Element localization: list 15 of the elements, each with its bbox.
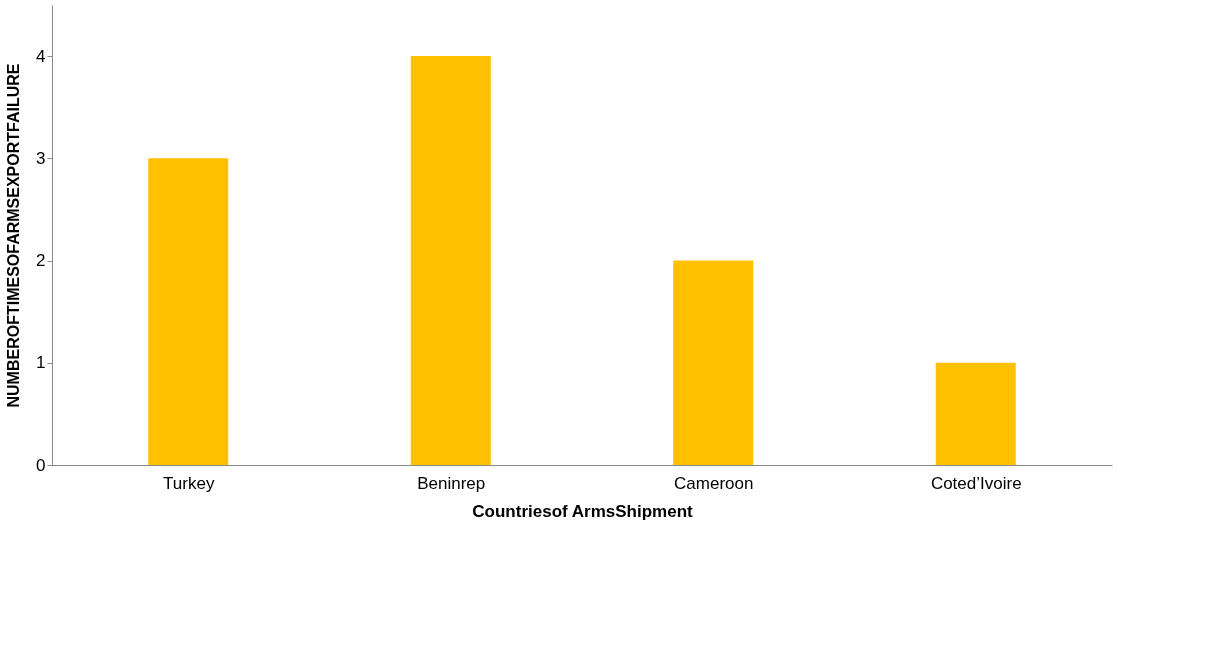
bar bbox=[148, 158, 229, 465]
x-tick-label: Cameroon bbox=[674, 473, 754, 493]
bar bbox=[410, 56, 491, 465]
y-axis-title: NUMBEROFTIMESOFARMSEXPORTFAILURE bbox=[5, 63, 23, 408]
y-tick-label: 0 bbox=[36, 455, 46, 475]
bar bbox=[673, 260, 754, 465]
x-tick-label: Coted’Ivoire bbox=[930, 473, 1022, 493]
x-tick-label: Beninrep bbox=[417, 473, 486, 493]
y-tick-label: 3 bbox=[36, 148, 46, 168]
y-tick-label: 1 bbox=[36, 353, 46, 373]
y-tick-label: 2 bbox=[36, 251, 46, 271]
x-axis-title: Countriesof ArmsShipment bbox=[472, 501, 694, 521]
bar bbox=[935, 362, 1016, 465]
x-tick-label: Turkey bbox=[163, 473, 215, 493]
y-tick-label: 4 bbox=[36, 46, 46, 66]
